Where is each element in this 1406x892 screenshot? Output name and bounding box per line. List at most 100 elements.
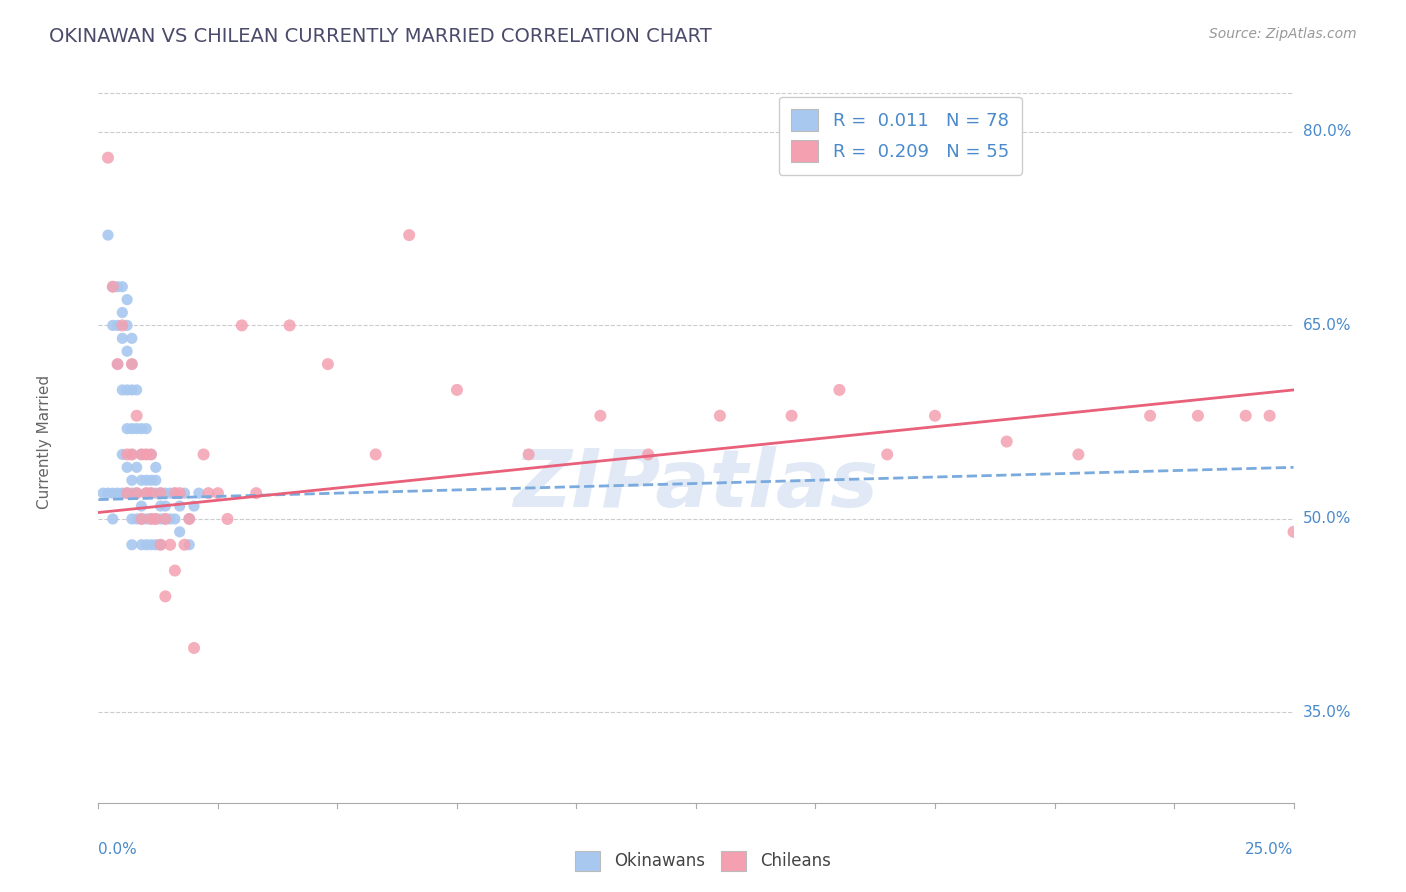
Point (149, 486, 172, 500)
Point (159, 512, 181, 526)
Point (1282, 524, 1305, 539)
Point (135, 512, 157, 526)
Point (97, 486, 120, 500)
Point (121, 357, 143, 371)
Point (115, 293, 138, 307)
Point (101, 318, 124, 333)
Point (91, 486, 114, 500)
Point (121, 512, 143, 526)
Point (101, 486, 124, 500)
Point (135, 447, 157, 461)
Point (398, 228, 420, 243)
Point (121, 383, 143, 397)
Point (131, 512, 153, 526)
Point (163, 512, 186, 526)
Point (139, 486, 162, 500)
Point (139, 538, 162, 552)
Point (115, 460, 138, 475)
Point (139, 512, 162, 526)
Point (517, 447, 540, 461)
Point (159, 486, 181, 500)
Point (828, 383, 851, 397)
Text: Currently Married: Currently Married (37, 375, 52, 508)
Point (145, 486, 167, 500)
Legend: R =  0.011   N = 78, R =  0.209   N = 55: R = 0.011 N = 78, R = 0.209 N = 55 (779, 96, 1022, 175)
Point (135, 538, 157, 552)
Point (131, 538, 153, 552)
Point (107, 279, 129, 293)
Point (121, 473, 143, 487)
Point (709, 409, 731, 423)
Point (637, 447, 659, 461)
Point (139, 473, 162, 487)
Point (107, 357, 129, 371)
Point (121, 486, 143, 500)
Point (111, 318, 134, 333)
Point (149, 512, 172, 526)
Point (111, 383, 134, 397)
Point (115, 447, 138, 461)
Point (107, 318, 129, 333)
Point (121, 357, 143, 371)
Point (115, 344, 138, 359)
Point (179, 512, 201, 526)
Point (135, 422, 157, 436)
Point (278, 318, 301, 333)
Point (163, 564, 186, 578)
Point (145, 473, 167, 487)
Point (131, 512, 153, 526)
Point (155, 590, 177, 604)
Point (173, 486, 195, 500)
Legend: Okinawans, Chileans: Okinawans, Chileans (567, 842, 839, 880)
Point (780, 409, 803, 423)
Point (149, 538, 172, 552)
Point (1067, 447, 1090, 461)
Point (115, 422, 138, 436)
Point (163, 486, 186, 500)
Point (159, 538, 181, 552)
Point (179, 512, 201, 526)
Point (115, 486, 138, 500)
Point (125, 383, 148, 397)
Point (217, 512, 239, 526)
Point (145, 512, 167, 526)
Point (111, 486, 134, 500)
Text: 65.0%: 65.0% (1303, 318, 1351, 333)
Point (1234, 409, 1257, 423)
Point (115, 318, 138, 333)
Point (173, 538, 195, 552)
Point (131, 473, 153, 487)
Text: 35.0%: 35.0% (1303, 705, 1351, 720)
Point (145, 538, 167, 552)
Text: 25.0%: 25.0% (1246, 841, 1294, 856)
Point (101, 512, 124, 526)
Point (131, 499, 153, 513)
Point (107, 357, 129, 371)
Point (364, 447, 387, 461)
Text: Source: ZipAtlas.com: Source: ZipAtlas.com (1209, 27, 1357, 41)
Point (149, 538, 172, 552)
Point (446, 383, 468, 397)
Point (169, 524, 191, 539)
Point (924, 409, 946, 423)
Point (111, 279, 134, 293)
Point (187, 486, 209, 500)
Point (139, 512, 162, 526)
Point (197, 486, 219, 500)
Point (121, 447, 143, 461)
Point (135, 473, 157, 487)
Point (145, 512, 167, 526)
Point (155, 512, 177, 526)
Point (139, 447, 162, 461)
Point (107, 486, 129, 500)
Point (876, 447, 898, 461)
Text: 50.0%: 50.0% (1303, 511, 1351, 526)
Point (101, 279, 124, 293)
Point (155, 499, 177, 513)
Point (589, 409, 612, 423)
Point (149, 486, 172, 500)
Point (1258, 409, 1281, 423)
Point (135, 447, 157, 461)
Point (97, 151, 120, 165)
Point (125, 422, 148, 436)
